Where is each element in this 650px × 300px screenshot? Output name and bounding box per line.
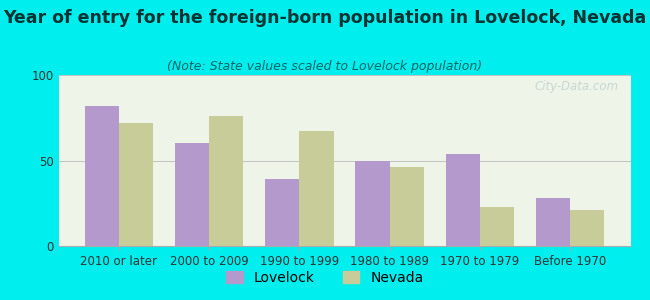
Bar (389, 167, 424, 246)
Bar (300, 131, 333, 246)
Bar (265, 179, 300, 246)
Text: Year of entry for the foreign-born population in Lovelock, Nevada: Year of entry for the foreign-born popul… (3, 9, 647, 27)
Bar (119, 123, 153, 246)
Text: (Note: State values scaled to Lovelock population): (Note: State values scaled to Lovelock p… (168, 60, 482, 73)
Bar (480, 207, 514, 246)
Bar (570, 210, 604, 246)
Bar (536, 198, 570, 246)
Bar (446, 154, 480, 246)
Text: City-Data.com: City-Data.com (535, 80, 619, 93)
Legend: Lovelock, Nevada: Lovelock, Nevada (221, 265, 429, 290)
Bar (356, 160, 389, 246)
Bar (175, 143, 209, 246)
Bar (209, 116, 243, 246)
Bar (84, 106, 119, 246)
